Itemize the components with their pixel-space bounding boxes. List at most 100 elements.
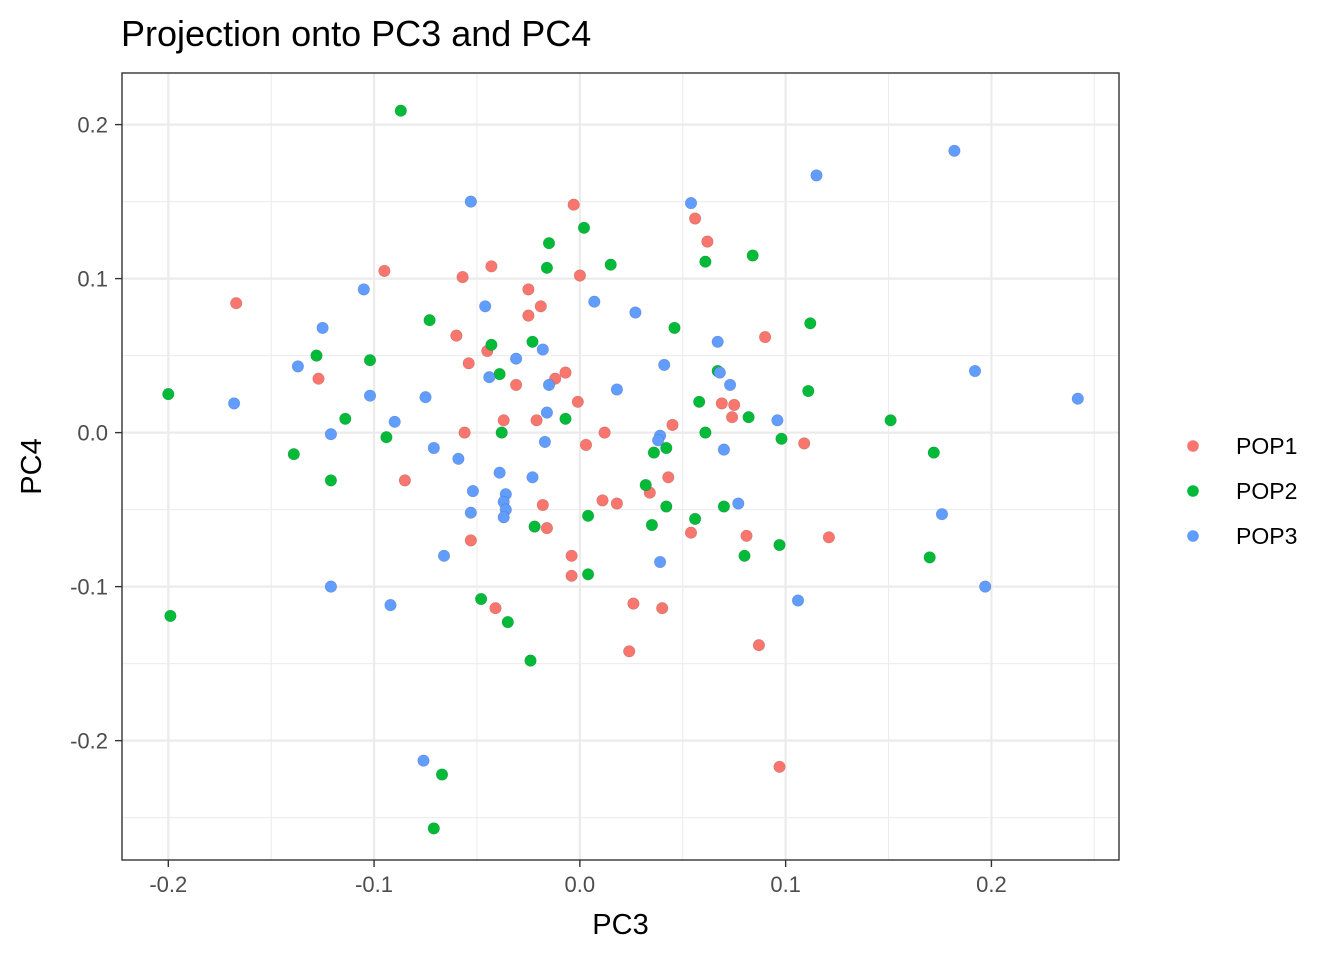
- point-pop2: [802, 384, 815, 398]
- point-pop2: [647, 446, 661, 459]
- point-pop3: [228, 397, 241, 410]
- point-pop3: [968, 364, 982, 378]
- point-pop3: [357, 283, 370, 296]
- point-pop2: [660, 441, 673, 455]
- point-pop1: [627, 597, 640, 610]
- point-pop3: [948, 144, 961, 157]
- point-pop1: [684, 526, 698, 539]
- point-pop2: [493, 368, 506, 381]
- legend-label-pop3: POP3: [1236, 523, 1297, 549]
- point-pop1: [728, 398, 741, 412]
- point-pop3: [324, 580, 338, 593]
- point-pop1: [701, 235, 714, 248]
- point-pop3: [291, 360, 305, 373]
- point-pop3: [629, 306, 642, 319]
- point-pop3: [1071, 392, 1084, 405]
- point-pop3: [437, 549, 451, 562]
- point-pop2: [577, 221, 591, 234]
- point-pop1: [666, 418, 679, 432]
- point-pop1: [464, 534, 477, 547]
- point-pop1: [688, 212, 702, 225]
- point-pop1: [715, 397, 728, 410]
- point-pop2: [581, 568, 595, 581]
- point-pop2: [540, 261, 554, 274]
- point-pop2: [738, 549, 751, 562]
- point-pop2: [394, 104, 407, 117]
- legend: POP1 POP2 POP3: [1187, 433, 1297, 549]
- point-pop3: [791, 594, 805, 607]
- legend-key-pop1: [1187, 440, 1199, 452]
- plot-panel-border: [121, 72, 1120, 861]
- point-pop2: [699, 255, 712, 268]
- point-pop1: [758, 331, 772, 344]
- point-pop3: [979, 580, 992, 593]
- point-pop2: [693, 395, 706, 408]
- point-pop1: [534, 300, 547, 313]
- data-points: [162, 104, 1084, 835]
- point-pop3: [732, 497, 745, 510]
- point-pop1: [540, 521, 554, 535]
- point-pop3: [536, 343, 549, 356]
- point-pop3: [316, 321, 329, 335]
- point-pop1: [596, 494, 609, 507]
- point-pop2: [423, 314, 436, 327]
- point-pop1: [565, 569, 578, 582]
- point-pop3: [538, 435, 552, 449]
- x-axis-ticks: -0.2 -0.1 0.0 0.1 0.2: [149, 860, 1007, 897]
- point-pop2: [884, 414, 897, 427]
- point-pop3: [542, 378, 556, 392]
- point-pop3: [684, 197, 698, 210]
- x-tick-label: 0.0: [565, 872, 596, 897]
- point-pop1: [798, 437, 811, 450]
- x-tick-label: -0.2: [149, 872, 187, 897]
- point-pop2: [775, 432, 788, 445]
- point-pop1: [536, 498, 549, 512]
- point-pop1: [822, 531, 836, 544]
- point-pop2: [485, 338, 498, 351]
- point-pop1: [456, 271, 469, 284]
- y-tick-label: 0.2: [77, 113, 108, 138]
- point-pop3: [363, 389, 377, 402]
- x-axis-title: PC3: [592, 909, 648, 941]
- point-pop3: [540, 406, 554, 419]
- point-pop2: [324, 474, 338, 487]
- point-pop3: [509, 352, 523, 365]
- point-pop2: [542, 237, 556, 250]
- point-pop1: [489, 602, 502, 615]
- point-pop2: [804, 317, 817, 330]
- point-pop2: [699, 426, 712, 439]
- chart-title: Projection onto PC3 and PC4: [121, 13, 591, 54]
- point-pop2: [287, 448, 300, 461]
- y-tick-label: -0.2: [70, 729, 108, 754]
- y-tick-label: 0.0: [77, 421, 108, 446]
- point-pop2: [380, 431, 393, 444]
- point-pop3: [493, 466, 506, 479]
- legend-label-pop1: POP1: [1236, 433, 1297, 459]
- point-pop3: [464, 195, 477, 208]
- point-pop3: [388, 415, 401, 428]
- point-pop3: [417, 754, 430, 767]
- y-tick-label: -0.1: [70, 575, 108, 600]
- point-pop2: [717, 500, 731, 513]
- y-axis-ticks: -0.2 -0.1 0.0 0.1 0.2: [70, 113, 122, 754]
- point-pop2: [435, 768, 449, 781]
- point-pop2: [639, 478, 652, 492]
- point-pop1: [522, 283, 535, 296]
- point-pop1: [509, 378, 523, 392]
- point-pop2: [501, 615, 514, 629]
- point-pop1: [398, 474, 412, 487]
- legend-key-pop2: [1187, 485, 1199, 497]
- point-pop3: [497, 511, 510, 524]
- point-pop3: [483, 371, 496, 384]
- point-pop1: [559, 366, 572, 379]
- point-pop2: [604, 258, 617, 271]
- point-pop2: [927, 446, 940, 459]
- point-pop1: [752, 639, 766, 652]
- point-pop2: [688, 512, 702, 526]
- point-pop1: [567, 198, 580, 211]
- point-pop2: [524, 654, 537, 667]
- point-pop3: [324, 428, 338, 441]
- point-pop2: [660, 500, 673, 513]
- point-pop2: [526, 335, 539, 348]
